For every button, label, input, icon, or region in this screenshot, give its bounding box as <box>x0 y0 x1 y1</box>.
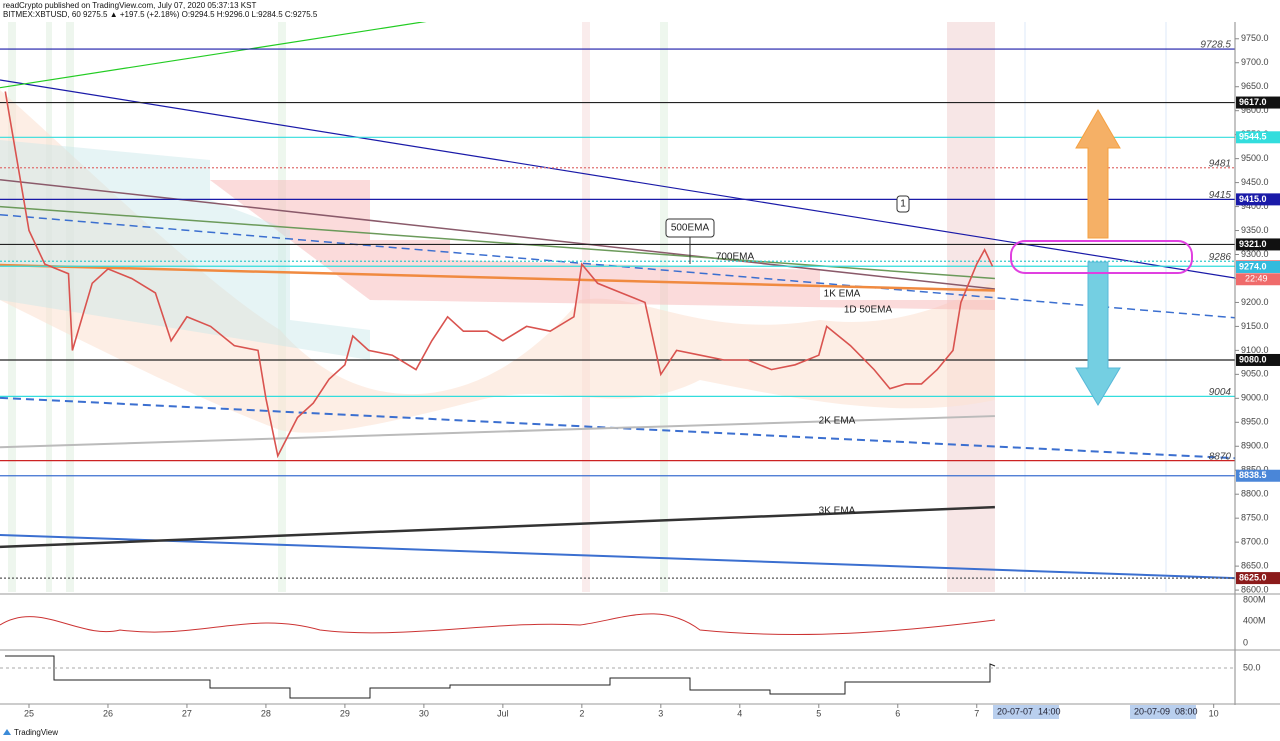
symbol-info: BITMEX:XBTUSD, 60 9275.5 ▲ +197.5 (+2.18… <box>3 10 318 19</box>
price-badge <box>1236 353 1280 366</box>
price-badge-label: 9415.0 <box>1239 194 1267 204</box>
y-tick-label: 9650.0 <box>1241 81 1269 91</box>
annotation: 1 <box>900 199 906 210</box>
annotation: 1K EMA <box>824 289 861 300</box>
trendline <box>0 213 1235 319</box>
y-tick-label: 9700.0 <box>1241 57 1269 67</box>
y-tick-label: 8750.0 <box>1241 513 1269 523</box>
price-badge-label: 8838.5 <box>1239 470 1267 480</box>
annotation: 1D 50EMA <box>844 305 893 316</box>
y-tick-label: 9500.0 <box>1241 153 1269 163</box>
indicator-line <box>5 655 996 699</box>
y-tick-label: 9100.0 <box>1241 345 1269 355</box>
y-tick-label: 9350.0 <box>1241 225 1269 235</box>
time-label: 20-07-07 14:00 <box>997 706 1061 716</box>
y-tick-label: 9450.0 <box>1241 177 1269 187</box>
price-badge-label: 9274.0 <box>1239 261 1267 271</box>
trendline <box>0 505 995 549</box>
price-badge-label: 9080.0 <box>1239 354 1267 364</box>
price-badge <box>1236 96 1280 109</box>
price-badge <box>1236 572 1280 585</box>
price-badge <box>1236 260 1280 273</box>
indicator-tick-label: 50.0 <box>1243 662 1261 672</box>
annotation: 700EMA <box>716 252 755 263</box>
time-label-box <box>1130 705 1196 719</box>
x-tick-label: 4 <box>737 708 742 718</box>
price-badge-label: 9617.0 <box>1239 97 1267 107</box>
price-badge <box>1236 193 1280 206</box>
band-area <box>0 90 995 433</box>
level-label: 9004 <box>1209 387 1232 398</box>
y-tick-label: 8850.0 <box>1241 465 1269 475</box>
x-tick-label: 30 <box>419 708 429 718</box>
level-label: 9728.5 <box>1200 40 1231 51</box>
trendline <box>0 263 995 292</box>
time-label: 20-07-09 08:00 <box>1134 706 1198 716</box>
time-label-box <box>993 705 1059 719</box>
down-arrow <box>1075 261 1121 406</box>
x-tick-label: 10 <box>1209 708 1219 718</box>
y-tick-label: 8950.0 <box>1241 417 1269 427</box>
x-tick-label: 28 <box>261 708 271 718</box>
price-badge-label: 8625.0 <box>1239 572 1267 582</box>
y-tick-label: 9400.0 <box>1241 201 1269 211</box>
up-arrow <box>1075 109 1121 239</box>
x-tick-label: 3 <box>658 708 663 718</box>
cloud <box>0 140 370 360</box>
y-tick-label: 8600.0 <box>1241 584 1269 594</box>
y-tick-label: 9300.0 <box>1241 249 1269 259</box>
x-tick-label: 5 <box>816 708 821 718</box>
level-label: 8870 <box>1209 451 1232 462</box>
y-tick-label: 9600.0 <box>1241 105 1269 115</box>
x-tick-label: 27 <box>182 708 192 718</box>
brand-logo <box>3 729 11 735</box>
volume-ma <box>0 613 996 636</box>
y-tick-label: 8900.0 <box>1241 441 1269 451</box>
trendline <box>0 415 995 449</box>
price-line <box>4 91 994 459</box>
highlight-box <box>1010 240 1193 274</box>
price-badge <box>1236 469 1280 482</box>
trendline <box>0 178 995 290</box>
y-tick-label: 8800.0 <box>1241 489 1269 499</box>
price-badge <box>1236 131 1280 144</box>
x-tick-label: 29 <box>340 708 350 718</box>
countdown: 22:49 <box>1245 274 1268 284</box>
x-tick-label: 6 <box>895 708 900 718</box>
countdown-badge <box>1236 273 1280 286</box>
y-tick-label: 8700.0 <box>1241 537 1269 547</box>
cloud <box>210 180 995 310</box>
y-tick-label: 9000.0 <box>1241 393 1269 403</box>
volume-tick-label: 0 <box>1243 637 1248 647</box>
annotation: 3K EMA <box>819 506 856 517</box>
trendline <box>0 22 427 89</box>
level-label: 9481 <box>1209 158 1231 169</box>
y-tick-label: 8650.0 <box>1241 560 1269 570</box>
publisher: readCrypto published on TradingView.com,… <box>3 1 256 10</box>
x-tick-label: Jul <box>497 708 509 718</box>
annotation: 2K EMA <box>819 416 856 427</box>
level-label: 9286 <box>1209 252 1232 263</box>
price-badge <box>1236 238 1280 251</box>
price-badge-label: 9544.5 <box>1239 132 1267 142</box>
level-label: 9415 <box>1209 190 1232 201</box>
callout <box>896 195 910 213</box>
x-tick-label: 2 <box>579 708 584 718</box>
volume-tick-label: 400M <box>1243 615 1266 625</box>
y-tick-label: 9750.0 <box>1241 33 1269 43</box>
x-tick-label: 25 <box>24 708 34 718</box>
price-badge-label: 9321.0 <box>1239 239 1267 249</box>
x-tick-label: 26 <box>103 708 113 718</box>
y-tick-label: 9150.0 <box>1241 321 1269 331</box>
annotation: 500EMA <box>671 223 710 234</box>
volume-tick-label: 800M <box>1243 594 1266 604</box>
brand: TradingView <box>14 728 58 737</box>
trendline <box>0 533 1235 580</box>
x-tick-label: 7 <box>974 708 979 718</box>
y-tick-label: 9200.0 <box>1241 297 1269 307</box>
y-tick-label: 9050.0 <box>1241 369 1269 379</box>
